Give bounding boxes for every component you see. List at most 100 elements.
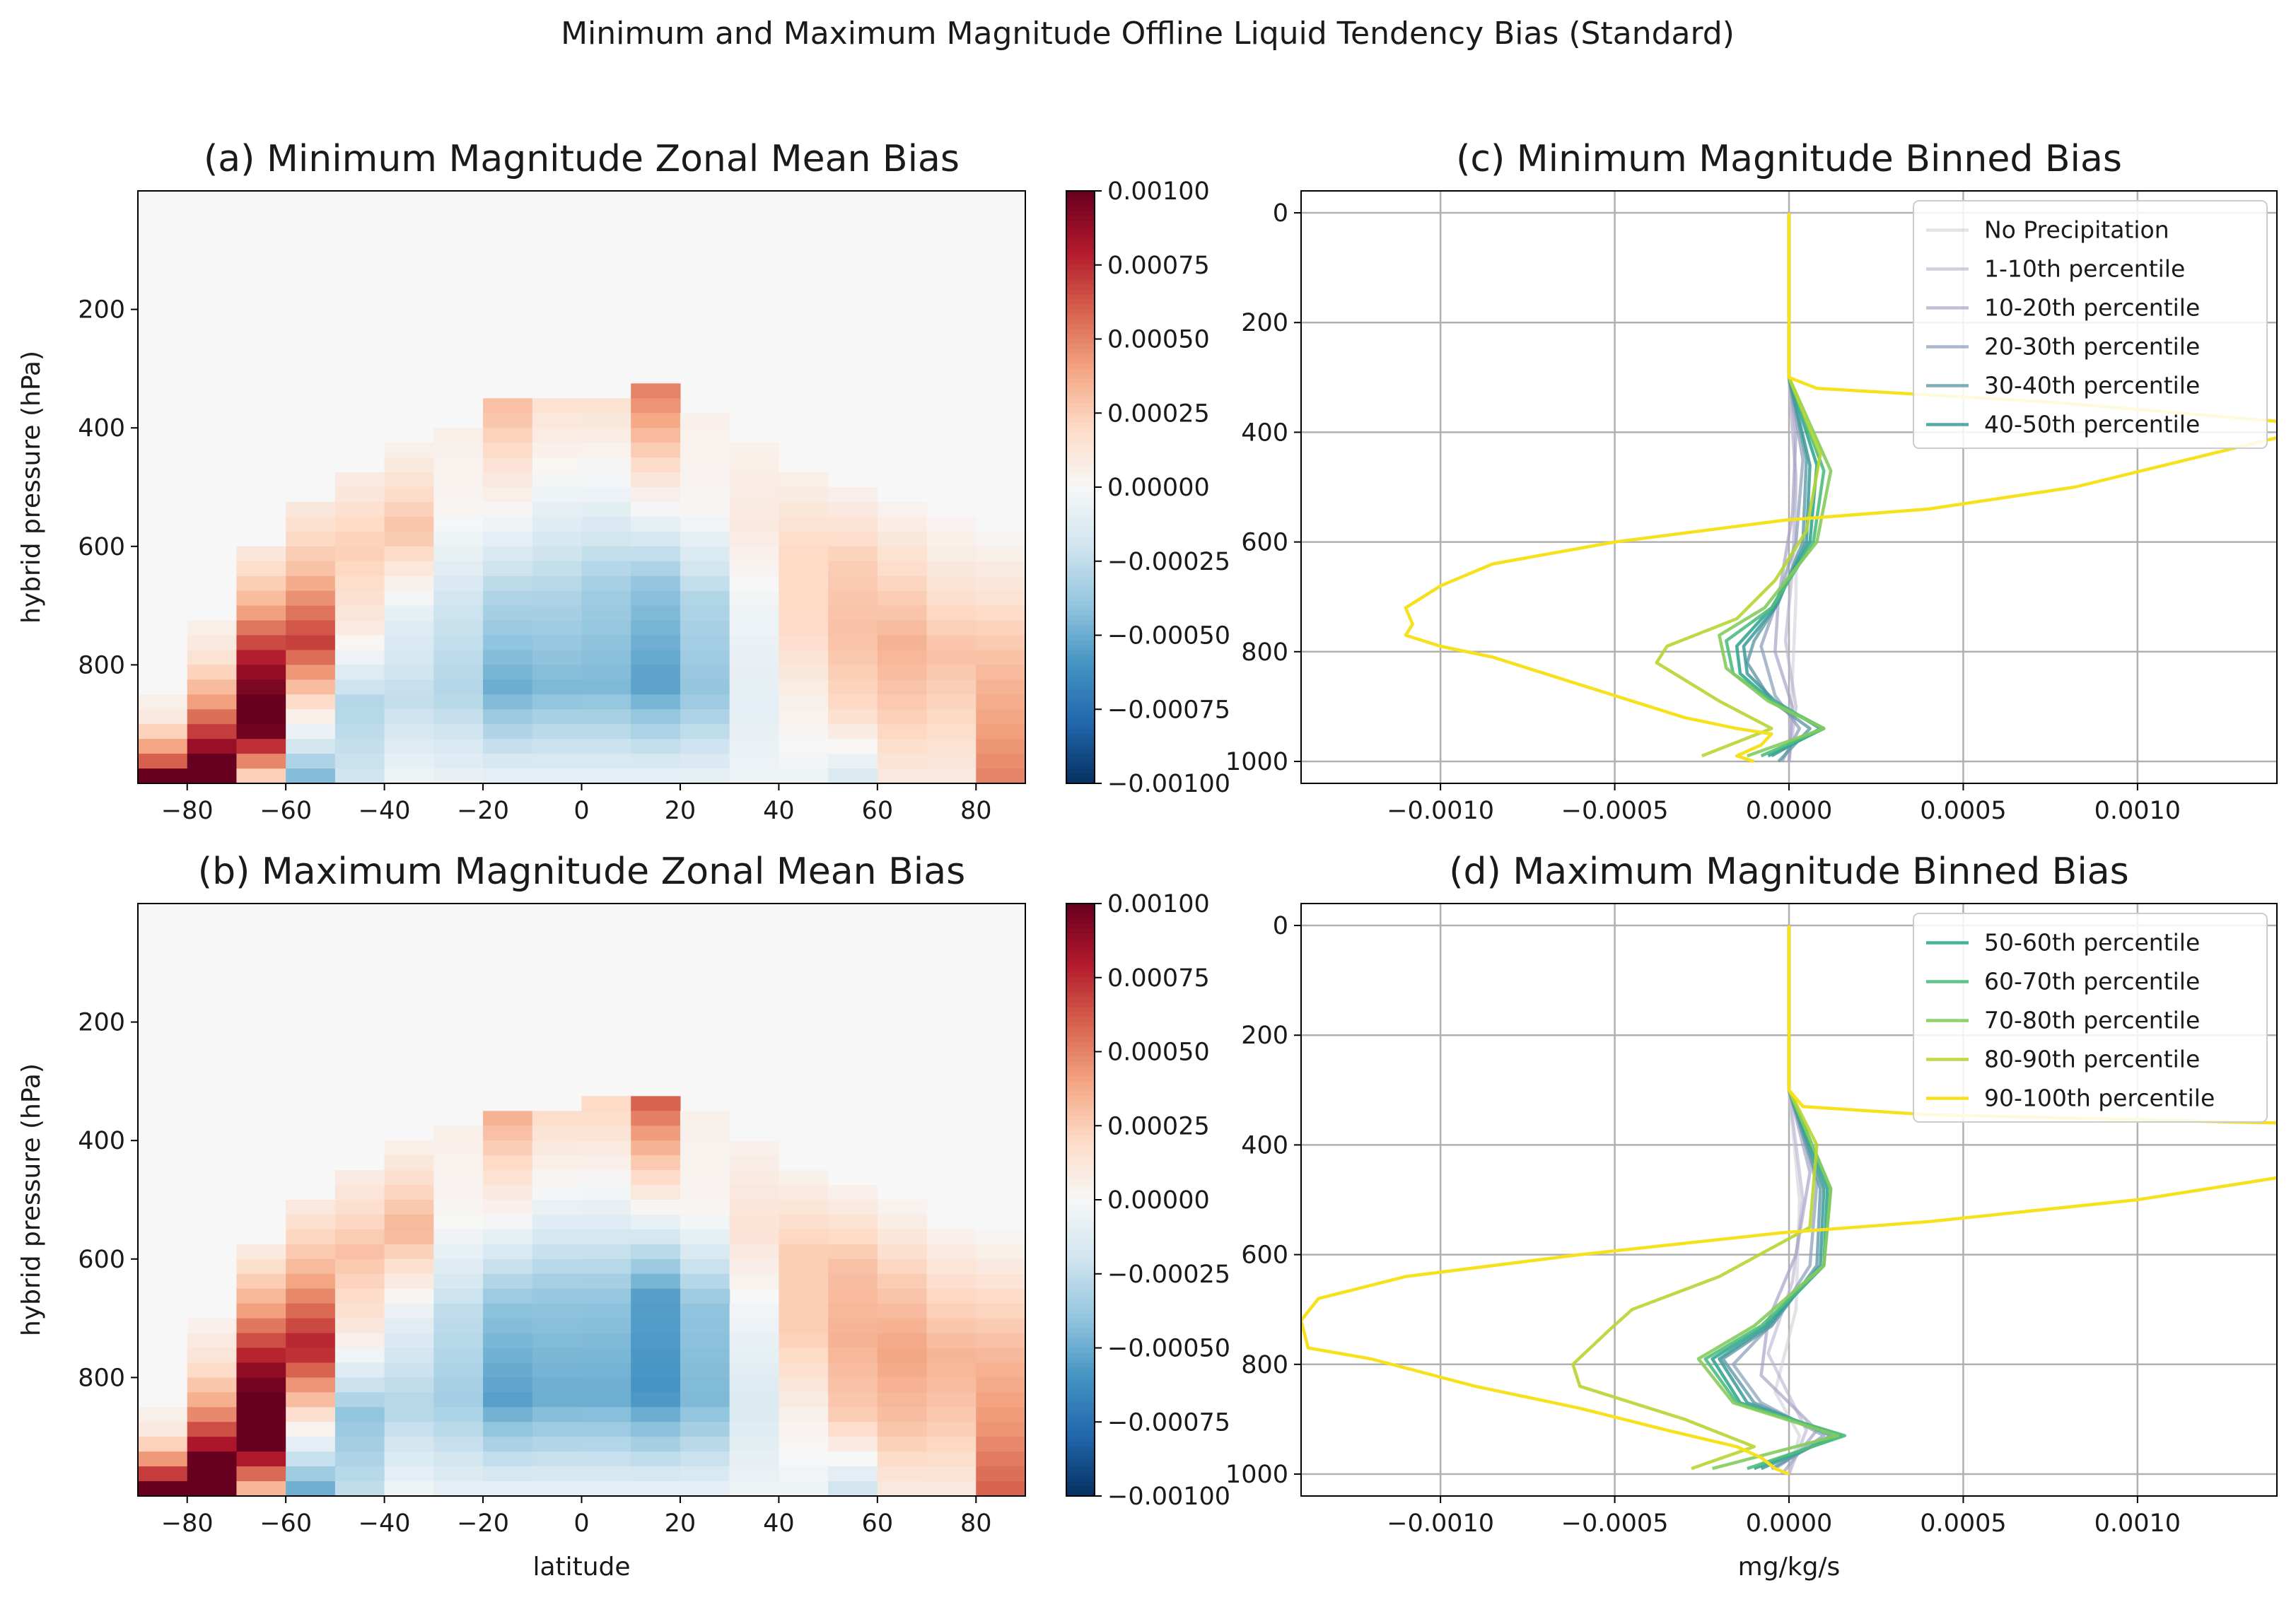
- heatmap-cell: [779, 1362, 829, 1378]
- heatmap-cell: [433, 1126, 484, 1141]
- heatmap-cell: [384, 1170, 434, 1186]
- heatmap-cell: [631, 413, 681, 428]
- heatmap-cell: [976, 754, 1026, 769]
- heatmap-cell: [779, 531, 829, 547]
- colorbar-segment: [1066, 1155, 1095, 1161]
- heatmap-cell: [236, 1288, 286, 1304]
- heatmap-cell: [976, 769, 1026, 784]
- heatmap-cell: [187, 679, 238, 695]
- heatmap-cell: [334, 1244, 385, 1260]
- heatmap-cell: [483, 709, 533, 725]
- heatmap-cell: [581, 1170, 631, 1186]
- heatmap-cell: [631, 1288, 681, 1304]
- legend-label: 10-20th percentile: [1984, 294, 2200, 322]
- heatmap-cell: [877, 769, 928, 784]
- heatmap-cell: [483, 1111, 533, 1126]
- heatmap-cell: [828, 724, 878, 740]
- colorbar-segment: [1066, 1471, 1095, 1477]
- heatmap-cell: [828, 1362, 878, 1378]
- heatmap-cell: [286, 635, 336, 651]
- colorbar-segment: [1066, 1486, 1095, 1492]
- heatmap-cell: [631, 531, 681, 547]
- heatmap-cell: [729, 739, 779, 754]
- heatmap-cell: [729, 487, 779, 503]
- heatmap-cell: [236, 1377, 286, 1393]
- colorbar-segment: [1066, 1022, 1095, 1028]
- heatmap-cell: [483, 1481, 533, 1497]
- heatmap-cell: [581, 487, 631, 503]
- legend-label: 70-80th percentile: [1984, 1007, 2200, 1034]
- heatmap-cell: [187, 620, 238, 636]
- colorbar-segment: [1066, 1076, 1095, 1082]
- heatmap-cell: [680, 1466, 730, 1482]
- heatmap-cell: [581, 739, 631, 754]
- colorbar-segment: [1066, 1066, 1095, 1073]
- heatmap-cell: [236, 665, 286, 680]
- heatmap-cell: [828, 665, 878, 680]
- heatmap-cell: [631, 1451, 681, 1467]
- colorbar-segment: [1066, 1293, 1095, 1299]
- heatmap-cell: [729, 754, 779, 769]
- heatmap-cell: [877, 501, 928, 518]
- heatmap-cell: [384, 1185, 434, 1200]
- heatmap-cell: [334, 709, 385, 725]
- colorbar-segment: [1066, 982, 1095, 988]
- heatmap-cell: [286, 1466, 336, 1482]
- heatmap-cell: [631, 516, 681, 532]
- heatmap-cell: [384, 620, 434, 636]
- x-tick-label: 0.0005: [1920, 797, 2006, 825]
- heatmap-cell: [286, 1318, 336, 1334]
- series-line: [1718, 213, 1833, 758]
- colorbar-segment: [1066, 1303, 1095, 1309]
- colorbar-segment: [1066, 689, 1095, 696]
- colorbar-segment: [1066, 1442, 1095, 1447]
- heatmap-cell: [631, 1422, 681, 1437]
- heatmap-cell: [976, 605, 1026, 621]
- panel-title: (b) Maximum Magnitude Zonal Mean Bias: [198, 851, 965, 893]
- y-tick-label: 200: [78, 296, 125, 325]
- heatmap-cell: [729, 650, 779, 665]
- heatmap-cell: [926, 650, 977, 665]
- x-axis-label: latitude: [532, 1553, 630, 1582]
- colorbar-segment: [1066, 349, 1095, 355]
- heatmap-cell: [187, 1451, 238, 1467]
- colorbar-segment: [1066, 314, 1095, 320]
- colorbar-segment: [1066, 630, 1095, 636]
- colorbar-segment: [1066, 1126, 1095, 1132]
- heatmap-cell: [236, 1258, 286, 1275]
- heatmap-cell: [729, 472, 779, 488]
- heatmap-cell: [926, 1258, 977, 1275]
- heatmap-cell: [779, 501, 829, 518]
- panel-title: (c) Minimum Magnitude Binned Bias: [1456, 138, 2122, 180]
- colorbar-segment: [1066, 1027, 1095, 1033]
- heatmap-cell: [384, 694, 434, 710]
- colorbar-segment: [1066, 1461, 1095, 1467]
- colorbar-segment: [1066, 1427, 1095, 1433]
- colorbar-segment: [1066, 1372, 1095, 1379]
- heatmap-cell: [779, 1303, 829, 1319]
- heatmap-cell: [631, 754, 681, 769]
- colorbar-segment: [1066, 215, 1095, 221]
- heatmap-cell: [532, 1214, 583, 1230]
- colorbar-tick-label: −0.00100: [1107, 1483, 1230, 1511]
- heatmap-cell: [581, 1214, 631, 1230]
- heatmap-cell: [729, 665, 779, 680]
- heatmap-cell: [384, 516, 434, 532]
- heatmap-cell: [828, 679, 878, 695]
- heatmap-cell: [729, 561, 779, 577]
- heatmap-cell: [334, 1422, 385, 1437]
- heatmap-cell: [828, 739, 878, 754]
- heatmap-cell: [976, 531, 1026, 547]
- heatmap-cell: [384, 457, 434, 473]
- colorbar-segment: [1066, 1447, 1095, 1452]
- heatmap-cell: [581, 679, 631, 695]
- heatmap-cell: [433, 739, 484, 754]
- heatmap-cell: [334, 1318, 385, 1334]
- heatmap-cell: [631, 1155, 681, 1171]
- heatmap-cell: [236, 709, 286, 725]
- heatmap-cell: [483, 1377, 533, 1393]
- heatmap-cell: [926, 1451, 977, 1467]
- series-line: [1696, 925, 1840, 1471]
- heatmap-cell: [483, 1155, 533, 1171]
- heatmap-cell: [187, 724, 238, 740]
